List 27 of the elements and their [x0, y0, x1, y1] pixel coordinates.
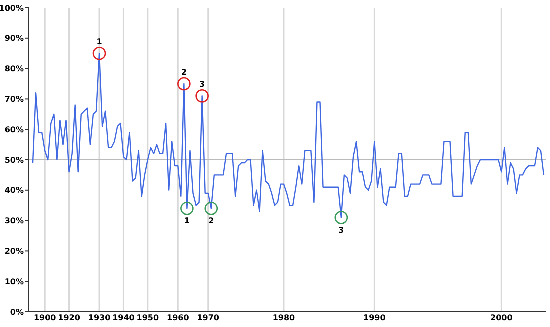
y-tick-label: 30% [4, 216, 24, 226]
x-tick-label: 1950 [136, 314, 160, 323]
annotation: 3 [200, 80, 206, 90]
annotation: 2 [208, 216, 214, 226]
y-tick-label: 0% [10, 308, 24, 317]
y-tick-label: 20% [4, 247, 24, 256]
y-tick-label: 50% [4, 156, 24, 165]
y-tick-label: 80% [4, 64, 24, 74]
y-tick-label: 40% [4, 186, 24, 196]
annotation: 1 [96, 38, 103, 47]
y-tick-label: 70% [4, 95, 24, 104]
x-tick-label: 1930 [88, 314, 112, 323]
annotation: 1 [184, 216, 190, 226]
x-tick-label: 1960 [167, 314, 190, 323]
annotation: 3 [338, 226, 344, 235]
y-tick-label: 90% [4, 34, 24, 44]
x-tick-label: 1980 [272, 314, 296, 323]
x-tick-label: 1940 [112, 314, 136, 323]
x-tick-label: 1920 [58, 314, 81, 323]
x-tick-label: 1900 [34, 314, 57, 323]
y-tick-label: 60% [4, 125, 24, 134]
y-tick-label: 100% [0, 4, 24, 13]
annotation: 2 [181, 68, 187, 77]
y-tick-label: 10% [4, 277, 24, 286]
x-tick-label: 2000 [490, 314, 514, 323]
x-tick-label: 1990 [364, 314, 386, 323]
x-tick-label: 1970 [197, 314, 220, 323]
